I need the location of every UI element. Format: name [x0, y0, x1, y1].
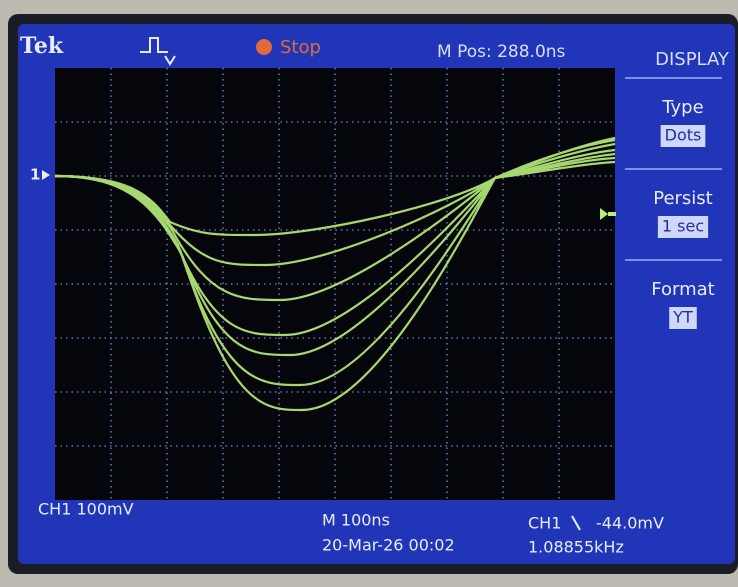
page: {"header":{"brand":"Tek","status":"Stop"… [0, 0, 738, 587]
menu-title: DISPLAY [655, 49, 730, 70]
frequency: 1.08855kHz [528, 538, 624, 557]
channel-marker: 1 [30, 166, 40, 184]
menu-value: YT [672, 308, 693, 327]
channel-scale: CH1 100mV [38, 500, 134, 519]
datetime: 20-Mar-26 00:02 [322, 536, 455, 555]
horizontal-position: M Pos: 288.0ns [437, 42, 566, 62]
menu-value: 1 sec [662, 217, 704, 236]
timebase: M 100ns [322, 511, 390, 530]
trigger-level: -44.0mV [596, 514, 664, 533]
trigger-channel: CH1 [528, 514, 561, 533]
menu-label: Persist [653, 188, 713, 209]
menu-value: Dots [665, 126, 702, 145]
oscilloscope-screen: Tek Stop M Pos: 288.0ns 1 DISPLAY Type Do… [0, 0, 738, 587]
stop-indicator [256, 39, 272, 55]
menu-label: Format [651, 279, 714, 300]
brand: Tek [20, 33, 64, 59]
run-status: Stop [280, 37, 321, 58]
menu-label: Type [661, 97, 703, 118]
